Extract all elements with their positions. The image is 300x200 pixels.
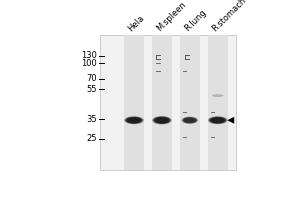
Ellipse shape (153, 117, 171, 124)
Text: 25: 25 (86, 134, 97, 143)
Bar (124, 35, 144, 170)
Ellipse shape (208, 116, 227, 124)
Ellipse shape (154, 117, 170, 123)
Ellipse shape (182, 117, 197, 123)
Text: 100: 100 (81, 59, 97, 68)
Polygon shape (227, 117, 234, 124)
Ellipse shape (125, 117, 143, 124)
Text: Hela: Hela (127, 13, 146, 33)
Ellipse shape (183, 117, 196, 123)
Bar (152, 35, 172, 170)
Ellipse shape (126, 117, 142, 123)
Text: R.lung: R.lung (182, 8, 208, 33)
Ellipse shape (152, 116, 172, 124)
Ellipse shape (210, 117, 225, 123)
Text: 130: 130 (81, 51, 97, 60)
Ellipse shape (182, 117, 198, 124)
Text: 70: 70 (86, 74, 97, 83)
Bar (180, 35, 200, 170)
Text: R.stomach: R.stomach (210, 0, 248, 33)
Ellipse shape (124, 116, 144, 124)
Text: M.spleen: M.spleen (154, 0, 188, 33)
Bar (100, 35, 236, 170)
Ellipse shape (212, 94, 224, 97)
Text: 35: 35 (86, 115, 97, 124)
Text: 55: 55 (86, 85, 97, 94)
Ellipse shape (209, 117, 226, 124)
Bar (208, 35, 228, 170)
